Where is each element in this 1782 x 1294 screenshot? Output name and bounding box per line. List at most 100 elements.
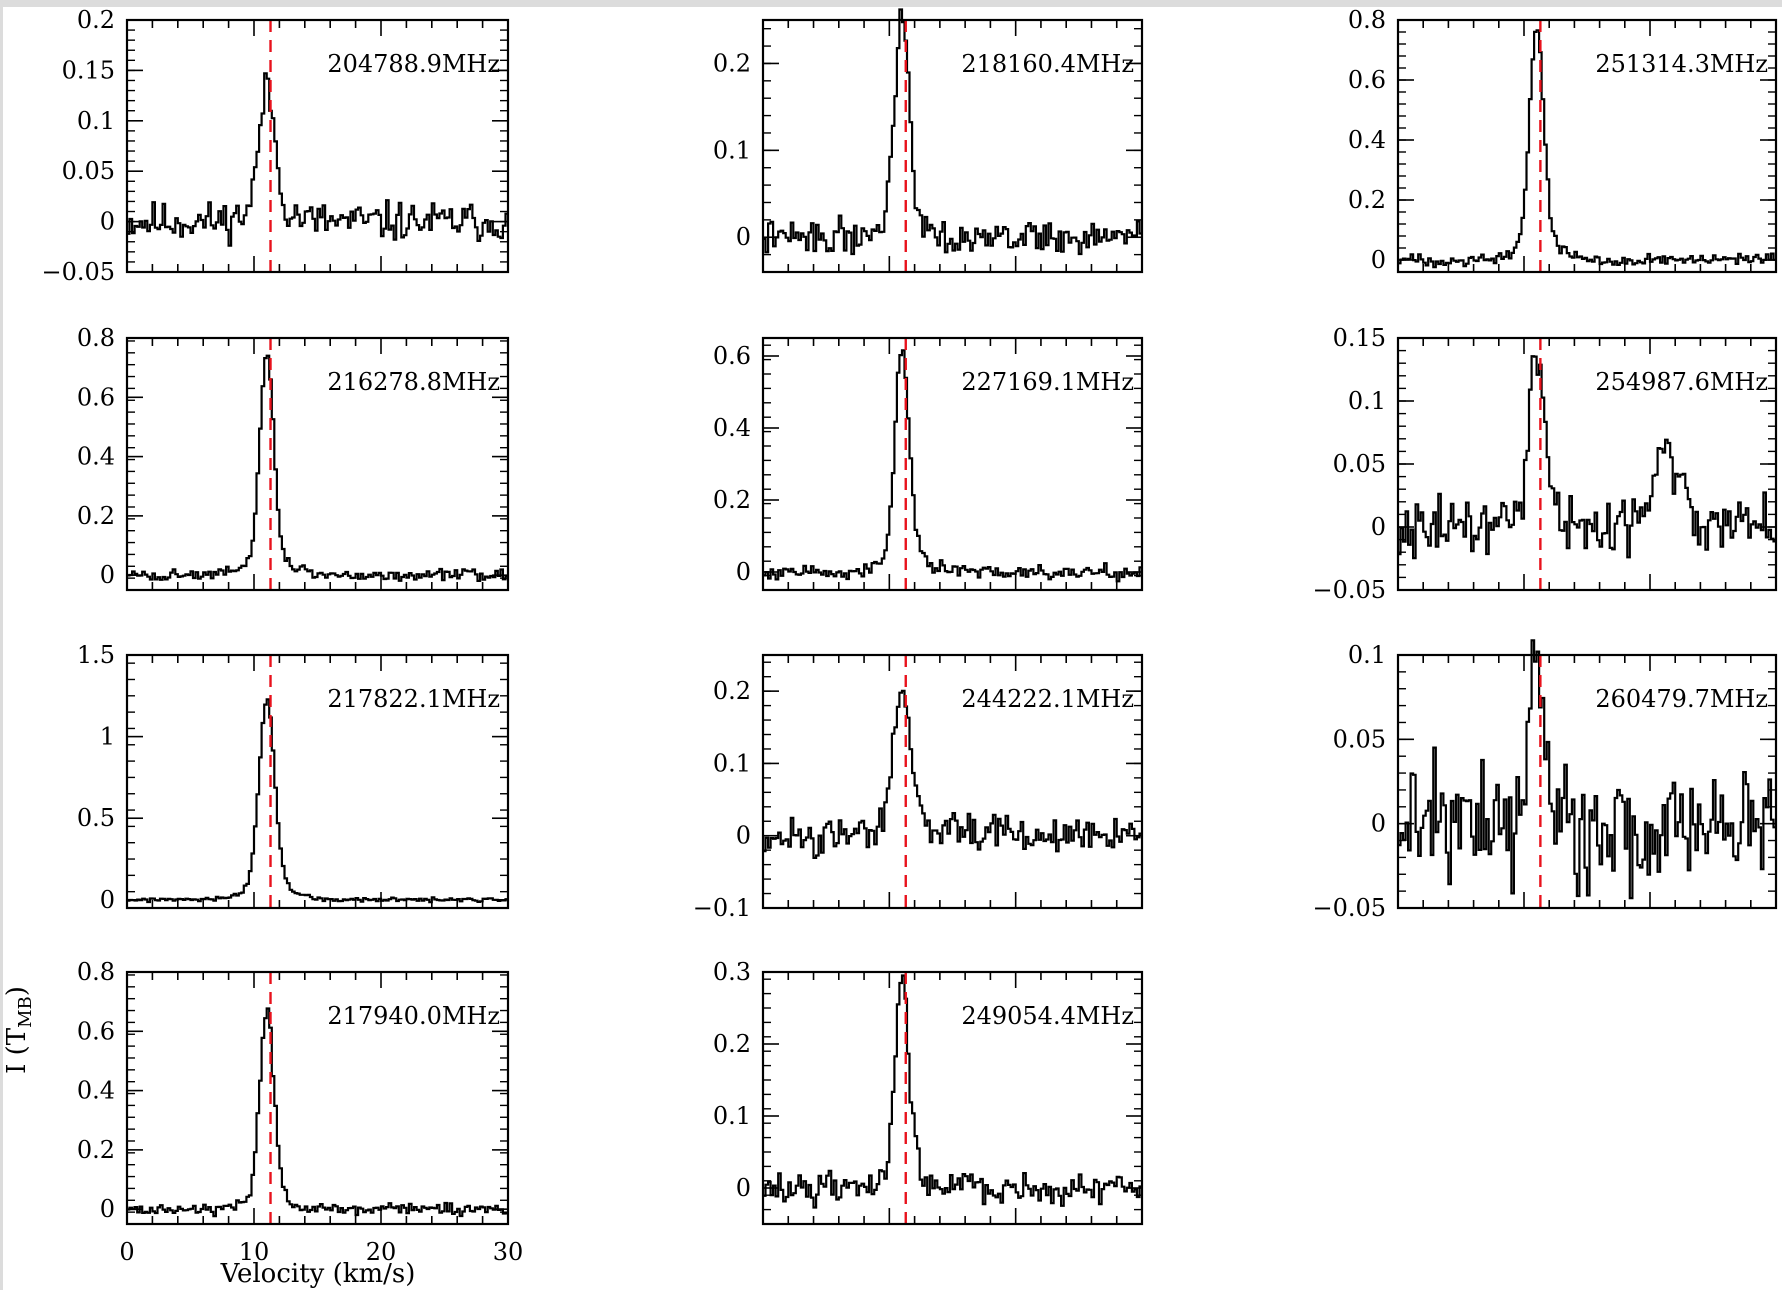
spectrum-panel: 0 0.5 1 1.5 217822.1MHz (77, 641, 510, 914)
y-tick-label: 0.2 (77, 1136, 115, 1164)
spectrum-line (127, 698, 508, 904)
frequency-label: 244222.1MHz (961, 685, 1134, 713)
y-tick-label: 0.6 (77, 1017, 115, 1045)
panel-frame (125, 970, 510, 1226)
frequency-label: 204788.9MHz (327, 50, 500, 78)
frequency-label: 216278.8MHz (327, 368, 500, 396)
y-tick-label: 0.1 (713, 1102, 751, 1130)
y-tick-label: 0.2 (713, 1030, 751, 1058)
y-tick-label: 0.4 (1348, 126, 1386, 154)
y-tick-label: 0.4 (713, 414, 751, 442)
y-tick-label: 0.1 (77, 107, 115, 135)
spectrum-panel: 0 0.2 0.4 0.6 0.8 251314.3MHz (1348, 6, 1778, 274)
frequency-label: 251314.3MHz (1595, 50, 1768, 78)
y-tick-label: 0 (736, 822, 751, 850)
y-tick-label: 0.8 (77, 958, 115, 986)
spectrum-line (127, 1007, 508, 1218)
y-tick-label: 0 (736, 558, 751, 586)
y-tick-label: −0.05 (1312, 576, 1386, 604)
spectrum-line (763, 8, 1142, 256)
spectrum-panel: −0.1 0 0.1 0.2 244222.1MHz (693, 653, 1144, 922)
y-tick-label: 0 (1371, 810, 1386, 838)
spectrum-line (763, 689, 1142, 859)
y-tick-label: 0.5 (77, 804, 115, 832)
y-tick-label: 0.1 (1348, 641, 1386, 669)
y-tick-label: 0 (100, 561, 115, 589)
y-tick-label: 1.5 (77, 641, 115, 669)
panel-frame (761, 18, 1144, 274)
panel-frame (125, 336, 510, 592)
y-tick-label: 0.8 (1348, 6, 1386, 34)
spectrum-panel: 0 0.1 0.2 218160.4MHz (713, 8, 1144, 274)
spectrum-panel: −0.05 0 0.05 0.1 260479.7MHz (1312, 639, 1778, 922)
frequency-label: 254987.6MHz (1595, 368, 1768, 396)
y-tick-label: 0.6 (713, 342, 751, 370)
y-tick-label: 0.1 (713, 749, 751, 777)
spectrum-line (1398, 639, 1776, 900)
x-tick-label: 30 (493, 1238, 524, 1266)
x-tick-label: 20 (366, 1238, 397, 1266)
frequency-label: 260479.7MHz (1595, 685, 1768, 713)
y-tick-label: 1 (100, 723, 115, 751)
frame-edge (0, 0, 3, 1290)
y-tick-label: −0.05 (41, 258, 115, 286)
y-tick-label: 0.4 (77, 443, 115, 471)
y-tick-label: 0.2 (713, 49, 751, 77)
y-tick-label: 0 (100, 886, 115, 914)
y-tick-label: 0.2 (713, 486, 751, 514)
y-tick-label: 0.6 (1348, 66, 1386, 94)
spectrum-panel: 0 0.2 0.4 0.6 0.8 217940.0MHz 0 10 20 30 (77, 958, 523, 1266)
y-tick-label: 0.15 (1333, 324, 1386, 352)
spectrum-line (127, 354, 508, 582)
panel-frame (125, 18, 510, 274)
spectrum-line (763, 974, 1142, 1209)
spectrum-line (763, 349, 1142, 583)
panel-frame (761, 653, 1144, 910)
y-axis-title: I (TMB) (2, 986, 36, 1074)
x-tick-label: 0 (119, 1238, 134, 1266)
frequency-label: 217822.1MHz (327, 685, 500, 713)
y-tick-label: 0 (100, 1195, 115, 1223)
y-tick-label: 0 (1371, 513, 1386, 541)
panel-frame (125, 653, 510, 910)
x-tick-label: 10 (239, 1238, 270, 1266)
panel-frame (761, 336, 1144, 592)
y-tick-label: 0.1 (1348, 387, 1386, 415)
panel-frame (1396, 653, 1778, 910)
spectrum-panel: 0 0.2 0.4 0.6 227169.1MHz (713, 336, 1144, 592)
spectrum-panel: 0 0.1 0.2 0.3 249054.4MHz (713, 958, 1144, 1226)
y-tick-label: 0 (736, 223, 751, 251)
frequency-label: 217940.0MHz (327, 1002, 500, 1030)
spectrum-line (1398, 29, 1776, 269)
y-tick-label: 0.3 (713, 958, 751, 986)
y-tick-label: 0.05 (62, 157, 115, 185)
frequency-label: 218160.4MHz (961, 50, 1134, 78)
y-tick-label: 0.2 (77, 502, 115, 530)
spectrum-panel: −0.05 0 0.05 0.1 0.15 254987.6MHz (1312, 324, 1778, 604)
y-tick-label: 0.2 (713, 677, 751, 705)
y-tick-label: 0 (736, 1174, 751, 1202)
y-tick-label: 0.2 (1348, 186, 1386, 214)
y-tick-label: −0.1 (693, 894, 751, 922)
frame-edge (0, 0, 1782, 7)
y-tick-label: 0.05 (1333, 725, 1386, 753)
y-tick-label: −0.05 (1312, 894, 1386, 922)
y-tick-label: 0 (100, 208, 115, 236)
frequency-label: 227169.1MHz (961, 368, 1134, 396)
y-tick-label: 0.1 (713, 136, 751, 164)
y-tick-label: 0.15 (62, 56, 115, 84)
y-tick-label: 0.6 (77, 383, 115, 411)
spectrum-line (127, 72, 508, 247)
y-tick-label: 0.05 (1333, 450, 1386, 478)
x-axis-title: Velocity (km/s) (220, 1259, 416, 1289)
spectrum-panel: −0.05 0 0.05 0.1 0.15 0.2 204788.9MHz (41, 6, 510, 286)
panel-frame (1396, 18, 1778, 274)
y-tick-label: 0.2 (77, 6, 115, 34)
spectrum-line (1398, 355, 1776, 560)
panel-frame (761, 970, 1144, 1226)
frequency-label: 249054.4MHz (961, 1002, 1134, 1030)
y-tick-label: 0.8 (77, 324, 115, 352)
y-tick-label: 0 (1371, 246, 1386, 274)
